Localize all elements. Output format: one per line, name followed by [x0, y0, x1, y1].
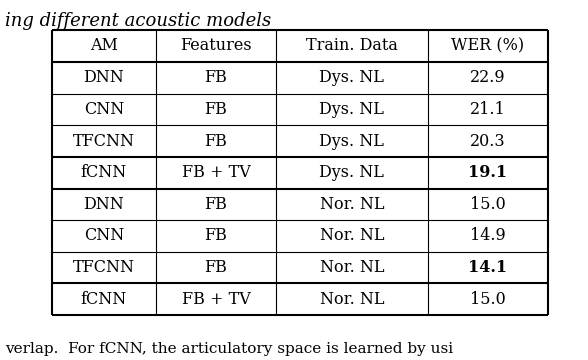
Text: Dys. NL: Dys. NL [319, 164, 385, 181]
Text: Dys. NL: Dys. NL [319, 132, 385, 149]
Text: CNN: CNN [83, 101, 124, 118]
Text: fCNN: fCNN [81, 291, 127, 308]
Text: FB: FB [205, 259, 228, 276]
Text: ing different acoustic models: ing different acoustic models [5, 12, 271, 30]
Text: Nor. NL: Nor. NL [320, 196, 384, 213]
Text: Features: Features [180, 37, 252, 54]
Text: 14.9: 14.9 [470, 228, 506, 244]
Text: FB: FB [205, 132, 228, 149]
Text: FB + TV: FB + TV [182, 291, 250, 308]
Text: DNN: DNN [83, 69, 124, 86]
Text: Nor. NL: Nor. NL [320, 259, 384, 276]
Text: Nor. NL: Nor. NL [320, 228, 384, 244]
Text: 15.0: 15.0 [470, 291, 506, 308]
Text: 19.1: 19.1 [468, 164, 507, 181]
Text: WER (%): WER (%) [451, 37, 524, 54]
Text: FB: FB [205, 228, 228, 244]
Text: DNN: DNN [83, 196, 124, 213]
Text: FB: FB [205, 101, 228, 118]
Text: FB + TV: FB + TV [182, 164, 250, 181]
Text: 15.0: 15.0 [470, 196, 506, 213]
Text: Dys. NL: Dys. NL [319, 101, 385, 118]
Text: FB: FB [205, 196, 228, 213]
Text: FB: FB [205, 69, 228, 86]
Text: CNN: CNN [83, 228, 124, 244]
Text: 21.1: 21.1 [470, 101, 506, 118]
Text: 14.1: 14.1 [468, 259, 507, 276]
Text: Nor. NL: Nor. NL [320, 291, 384, 308]
Text: verlap.  For fCNN, the articulatory space is learned by usi: verlap. For fCNN, the articulatory space… [5, 342, 453, 356]
Text: TFCNN: TFCNN [73, 132, 135, 149]
Text: Train. Data: Train. Data [306, 37, 397, 54]
Text: Dys. NL: Dys. NL [319, 69, 385, 86]
Text: TFCNN: TFCNN [73, 259, 135, 276]
Text: 20.3: 20.3 [470, 132, 506, 149]
Text: fCNN: fCNN [81, 164, 127, 181]
Text: 22.9: 22.9 [470, 69, 506, 86]
Text: AM: AM [90, 37, 118, 54]
